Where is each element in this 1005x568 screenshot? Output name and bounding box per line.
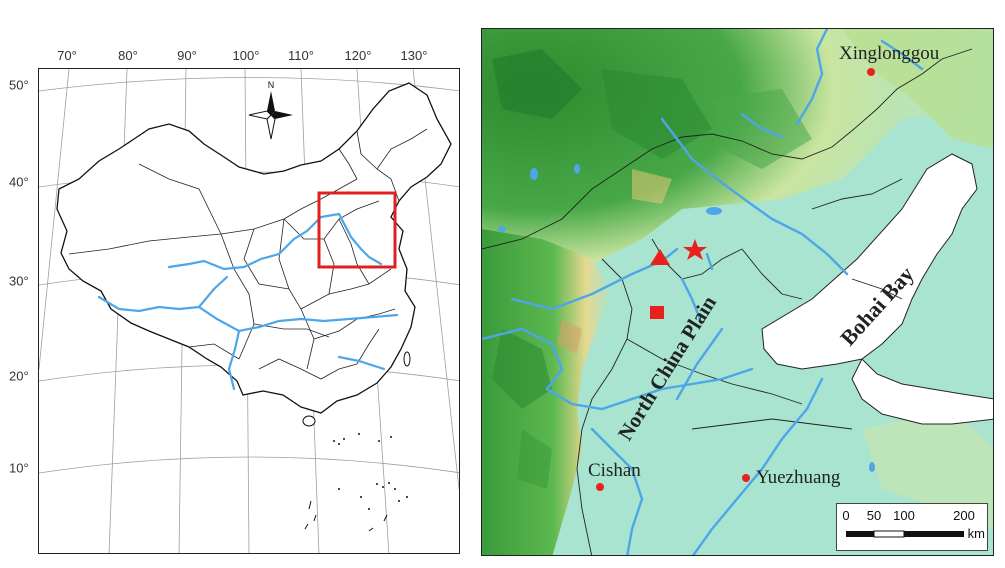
latitude-label: 40° (9, 174, 29, 190)
shandong-hills (862, 409, 993, 529)
star-site-marker (683, 239, 707, 260)
liaodong-highlands (842, 29, 993, 149)
site-markers (596, 68, 875, 491)
longitude-label: 120° (344, 48, 372, 63)
rivers (482, 29, 924, 555)
latitude-label: 30° (9, 273, 29, 289)
latitude-label: 10° (9, 460, 29, 476)
cishan-label: Cishan (588, 460, 641, 481)
scale-unit-label: km (967, 526, 985, 541)
china-outline (56, 82, 452, 414)
square-site-marker (650, 306, 664, 319)
china-overview-map: N (38, 68, 460, 554)
lakes (498, 164, 875, 472)
north-arrow-icon: N (248, 80, 293, 140)
xinglonggou-dot (867, 68, 875, 76)
scale-tick-label: 50 (866, 508, 882, 523)
triangle-site-marker (650, 249, 670, 265)
longitude-label: 100° (232, 48, 260, 63)
cishan-dot (596, 483, 604, 491)
latitude-label: 20° (9, 368, 29, 384)
longitude-label: 90° (177, 48, 197, 63)
bohai-bay (761, 153, 993, 425)
province-borders (68, 128, 428, 380)
xinglonggou-label: Xinglonggou (839, 43, 940, 64)
scale-bar-graphic (846, 530, 964, 538)
north-china-plain-map: Xinglonggou Cishan Yuezhuang North China… (481, 28, 994, 556)
hainan-island (302, 415, 316, 427)
rivers (97, 212, 399, 391)
north-label: N (268, 80, 275, 90)
longitude-label: 80° (118, 48, 138, 63)
taiwan-island (403, 351, 411, 367)
south-china-sea-islands (304, 433, 408, 532)
scale-bar: 0 50 100 200 km (836, 503, 988, 551)
study-area-box (317, 191, 397, 269)
longitude-label: 110° (288, 48, 314, 63)
longitude-label: 70° (57, 48, 77, 63)
yuezhuang-label: Yuezhuang (756, 467, 841, 488)
longitude-label: 130° (400, 48, 428, 63)
yuezhuang-dot (742, 474, 750, 482)
latitude-label: 50° (9, 77, 29, 93)
scale-tick-label: 200 (953, 508, 975, 523)
scale-tick-label: 0 (842, 508, 850, 523)
scale-tick-label: 100 (893, 508, 915, 523)
